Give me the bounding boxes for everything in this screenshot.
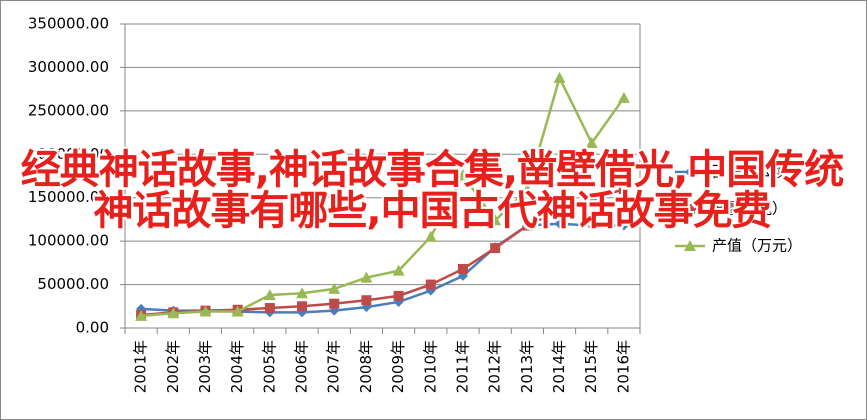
x-tick-label: 2003年 (196, 340, 214, 393)
y-tick-label: 200000.00 (28, 145, 109, 163)
legend-marker (685, 204, 695, 214)
x-tick-label: 2016年 (614, 340, 632, 393)
x-tick-label: 2011年 (453, 340, 471, 393)
x-tick-label: 2010年 (421, 340, 439, 393)
legend-marker (685, 167, 695, 177)
point (553, 71, 566, 83)
y-tick-label: 350000.00 (28, 15, 109, 33)
point (522, 220, 533, 231)
point (263, 288, 276, 300)
point (489, 214, 502, 226)
overlay-caption: 经典神话故事,神话故事合集,凿壁借光,中国传统神话故事有哪些,中国古代神话故事免… (20, 147, 845, 234)
x-tick-label: 2014年 (550, 340, 568, 393)
y-tick-label: 250000.00 (28, 101, 109, 119)
point (361, 295, 372, 306)
point (297, 301, 308, 312)
x-tick-label: 2012年 (486, 340, 504, 393)
point (425, 279, 436, 290)
point (456, 169, 469, 181)
series-line (140, 74, 625, 318)
point (360, 271, 373, 283)
x-tick-label: 2005年 (260, 340, 278, 393)
point (329, 298, 340, 309)
legend-label: 面积（公顷） (712, 163, 802, 181)
x-tick-label: 2002年 (164, 340, 182, 393)
point (586, 220, 597, 231)
point (585, 136, 598, 148)
point (521, 183, 534, 195)
point (393, 290, 404, 301)
point (392, 264, 405, 276)
point (296, 287, 309, 299)
point (424, 230, 437, 242)
series-line (140, 187, 625, 317)
y-tick-label: 100000.00 (28, 232, 109, 250)
point (618, 220, 629, 231)
point (199, 305, 212, 317)
x-tick-label: 2007年 (325, 340, 343, 393)
legend-marker (684, 240, 696, 251)
legend-label: 产值（万元） (712, 237, 802, 255)
legend-label: 产量（吨） (712, 200, 787, 218)
point (617, 91, 630, 103)
point (231, 305, 244, 317)
x-tick-label: 2004年 (228, 340, 246, 393)
point (490, 243, 501, 254)
y-tick-label: 0.00 (76, 319, 109, 337)
x-tick-label: 2013年 (518, 340, 536, 393)
point (554, 218, 565, 229)
x-tick-label: 2009年 (389, 340, 407, 393)
point (618, 184, 629, 195)
y-tick-label: 50000.00 (37, 275, 109, 293)
x-tick-label: 2006年 (293, 340, 311, 393)
point (328, 282, 341, 294)
y-tick-label: 150000.00 (28, 188, 109, 206)
point (554, 205, 565, 216)
point (135, 309, 148, 321)
point (457, 263, 468, 274)
x-tick-label: 2001年 (132, 340, 150, 393)
y-tick-label: 300000.00 (28, 58, 109, 76)
point (167, 307, 180, 319)
point (586, 194, 597, 205)
x-tick-label: 2015年 (582, 340, 600, 393)
point (264, 303, 275, 314)
x-tick-label: 2008年 (357, 340, 375, 393)
